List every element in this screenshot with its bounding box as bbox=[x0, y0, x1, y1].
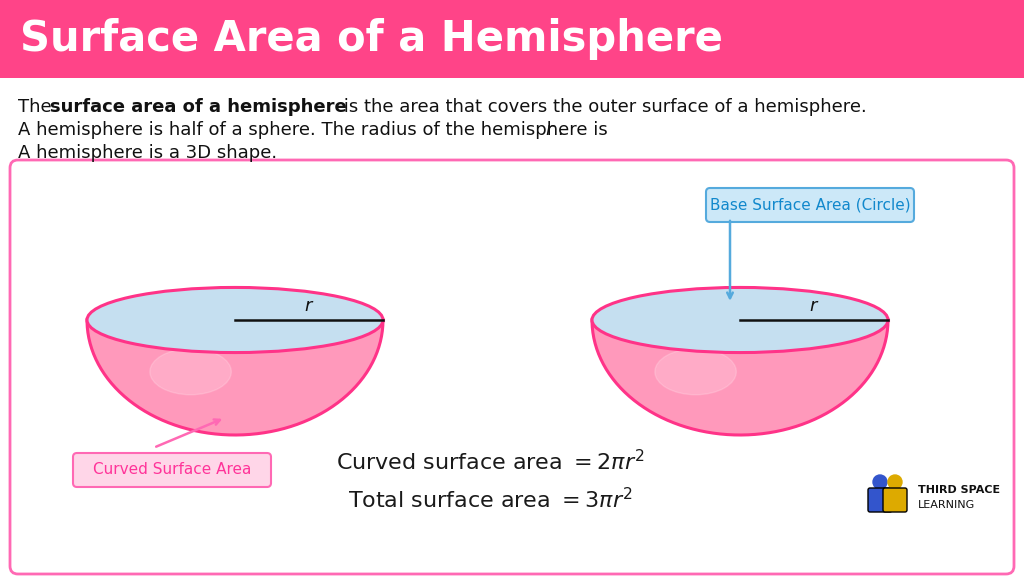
FancyBboxPatch shape bbox=[868, 488, 892, 512]
Text: Base Surface Area (Circle): Base Surface Area (Circle) bbox=[710, 198, 910, 212]
Text: .: . bbox=[557, 121, 563, 139]
Text: Surface Area of a Hemisphere: Surface Area of a Hemisphere bbox=[20, 18, 723, 60]
Ellipse shape bbox=[873, 475, 887, 489]
Text: THIRD SPACE: THIRD SPACE bbox=[918, 485, 1000, 495]
Ellipse shape bbox=[655, 349, 736, 395]
FancyBboxPatch shape bbox=[706, 188, 914, 222]
Text: LEARNING: LEARNING bbox=[918, 500, 975, 510]
FancyBboxPatch shape bbox=[10, 160, 1014, 574]
FancyBboxPatch shape bbox=[73, 453, 271, 487]
Text: A hemisphere is half of a sphere. The radius of the hemisphere is: A hemisphere is half of a sphere. The ra… bbox=[18, 121, 613, 139]
Ellipse shape bbox=[592, 288, 888, 353]
Text: $r$: $r$ bbox=[809, 297, 819, 315]
Polygon shape bbox=[87, 320, 383, 435]
Polygon shape bbox=[592, 320, 888, 435]
Text: is the area that covers the outer surface of a hemisphere.: is the area that covers the outer surfac… bbox=[338, 98, 866, 116]
Ellipse shape bbox=[150, 349, 231, 395]
Text: $r$: $r$ bbox=[545, 121, 555, 139]
Text: A hemisphere is a 3D shape.: A hemisphere is a 3D shape. bbox=[18, 144, 278, 162]
Text: $r$: $r$ bbox=[304, 297, 314, 315]
Bar bbox=[0, 0, 1024, 78]
Ellipse shape bbox=[87, 288, 383, 353]
Text: The: The bbox=[18, 98, 57, 116]
Text: surface area of a hemisphere: surface area of a hemisphere bbox=[50, 98, 347, 116]
Text: Curved surface area $= 2\pi r^2$: Curved surface area $= 2\pi r^2$ bbox=[336, 450, 644, 474]
Text: Curved Surface Area: Curved Surface Area bbox=[93, 462, 251, 477]
Ellipse shape bbox=[888, 475, 902, 489]
Text: Total surface area $= 3\pi r^2$: Total surface area $= 3\pi r^2$ bbox=[348, 487, 632, 513]
FancyBboxPatch shape bbox=[883, 488, 907, 512]
